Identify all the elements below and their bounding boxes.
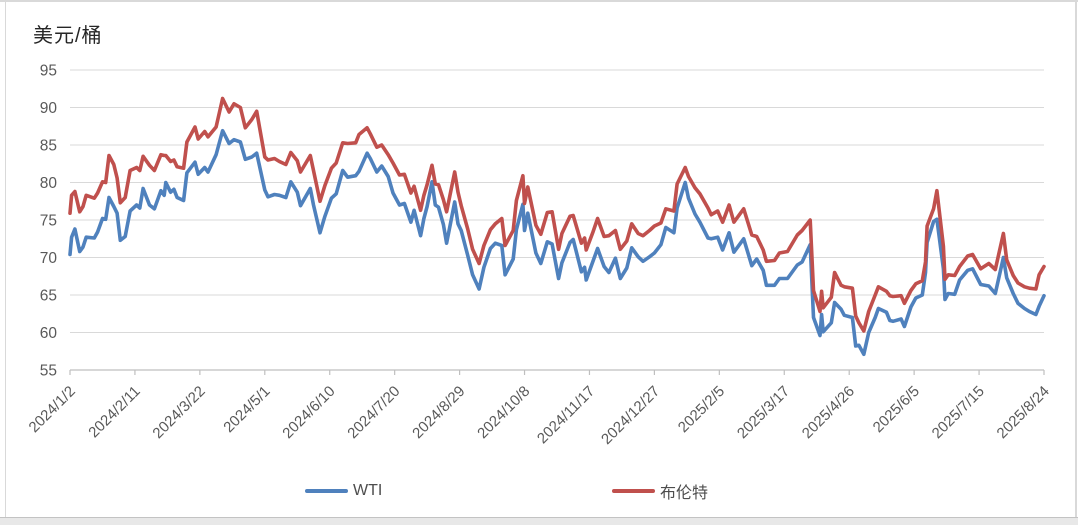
wti-legend-label: WTI bbox=[353, 482, 383, 499]
svg-text:65: 65 bbox=[40, 288, 57, 305]
svg-text:2024/10/8: 2024/10/8 bbox=[474, 383, 533, 442]
svg-text:2024/11/17: 2024/11/17 bbox=[534, 383, 598, 447]
svg-text:95: 95 bbox=[40, 63, 57, 80]
svg-text:75: 75 bbox=[40, 213, 57, 230]
svg-text:2024/2/11: 2024/2/11 bbox=[85, 383, 143, 441]
svg-text:60: 60 bbox=[40, 325, 58, 342]
legend-item-wti[interactable]: WTI bbox=[305, 482, 382, 500]
svg-text:2024/8/29: 2024/8/29 bbox=[409, 383, 468, 442]
svg-text:2024/7/20: 2024/7/20 bbox=[344, 383, 403, 442]
svg-text:2025/3/17: 2025/3/17 bbox=[734, 383, 793, 442]
svg-text:2025/8/24: 2025/8/24 bbox=[994, 383, 1053, 442]
svg-text:70: 70 bbox=[40, 250, 58, 267]
svg-text:2024/12/27: 2024/12/27 bbox=[598, 383, 663, 448]
svg-text:2024/6/10: 2024/6/10 bbox=[279, 383, 338, 442]
svg-text:2024/3/22: 2024/3/22 bbox=[149, 383, 208, 442]
window-bottom-edge bbox=[0, 518, 1078, 525]
window-top-edge bbox=[0, 0, 1078, 2]
window-right-edge bbox=[1075, 2, 1077, 517]
svg-text:85: 85 bbox=[40, 138, 57, 155]
brent-legend-label: 布伦特 bbox=[660, 485, 709, 502]
window-bottom-border bbox=[0, 517, 1078, 518]
svg-text:2024/1/2: 2024/1/2 bbox=[26, 383, 79, 436]
axis-unit-title: 美元/桶 bbox=[33, 25, 103, 47]
brent-legend-line-swatch bbox=[612, 489, 655, 493]
legend: WTI 布伦特 bbox=[0, 482, 1078, 504]
svg-text:2025/2/5: 2025/2/5 bbox=[675, 383, 728, 436]
window-left-edge bbox=[5, 2, 6, 517]
svg-text:80: 80 bbox=[40, 175, 58, 192]
wti-legend-line-swatch bbox=[305, 489, 348, 493]
svg-text:2024/5/1: 2024/5/1 bbox=[220, 383, 273, 436]
legend-item-brent[interactable]: 布伦特 bbox=[612, 482, 709, 502]
svg-text:90: 90 bbox=[40, 100, 58, 117]
svg-text:55: 55 bbox=[40, 363, 57, 380]
svg-text:2025/4/26: 2025/4/26 bbox=[799, 383, 858, 442]
svg-text:2025/7/15: 2025/7/15 bbox=[929, 383, 988, 442]
svg-text:2025/6/5: 2025/6/5 bbox=[870, 383, 923, 436]
